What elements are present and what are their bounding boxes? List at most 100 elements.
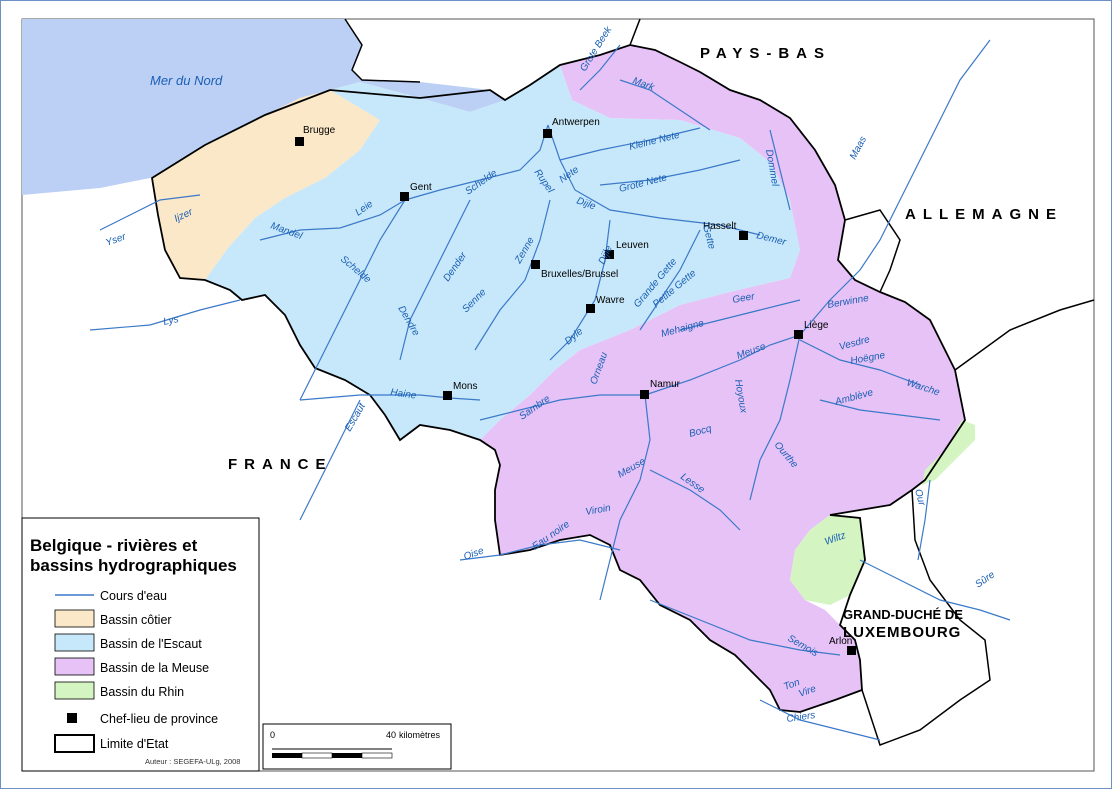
label-river-chiers: Chiers	[786, 710, 816, 725]
label-river-our: Our	[912, 488, 927, 508]
label-germany: ALLEMAGNE	[905, 206, 1063, 223]
city-arlon-square-icon	[847, 646, 856, 655]
legend-item-escaut: Bassin de l'Escaut	[100, 637, 202, 651]
label-namur: Namur	[650, 379, 681, 390]
netherlands-boundary-north	[629, 18, 641, 46]
label-north-sea: Mer du Nord	[150, 73, 223, 88]
river-zenne-senne	[474, 199, 551, 351]
river-yser	[99, 194, 201, 231]
scale-max: 40	[386, 730, 396, 740]
neighbour-boundaries	[344, 18, 1095, 746]
river-escaut-fr	[299, 399, 361, 521]
legend-title-line2: bassins hydrographiques	[30, 556, 237, 575]
legend-credit: Auteur : SEGEFA-ULg, 2008	[145, 757, 240, 766]
river-mehaigne-geer	[679, 299, 801, 331]
swatch-rhin	[54, 681, 95, 700]
meuse-basin-area	[480, 45, 965, 712]
label-liege: Liège	[804, 320, 829, 331]
north-sea-area	[22, 19, 505, 195]
legend-item-meuse: Bassin de la Meuse	[100, 661, 209, 675]
river-grote-nete	[599, 159, 741, 186]
river-schelde-south	[299, 199, 406, 401]
river-chiers	[759, 699, 881, 741]
scale-segment-3	[332, 753, 362, 758]
legend-item-capital: Chef-lieu de province	[100, 712, 218, 726]
river-dender	[399, 199, 471, 361]
label-gent: Gent	[410, 182, 432, 193]
river-meuse-maas	[644, 39, 991, 396]
city-antwerpen-square-icon	[543, 129, 552, 138]
label-river-haine: Haine	[390, 387, 418, 402]
city-bruxelles-square-icon	[531, 260, 540, 269]
swatch-meuse	[54, 657, 95, 676]
river-mandel-leie	[259, 199, 406, 241]
legend-item-coastal: Bassin côtier	[100, 613, 172, 627]
label-arlon: Arlon	[829, 636, 852, 647]
province-capitals	[295, 129, 856, 655]
belgium-state-boundary	[151, 44, 966, 713]
river-ambleve	[819, 399, 941, 421]
scale-segment-2	[301, 752, 333, 759]
rivers-layer	[89, 39, 1011, 741]
river-haine	[299, 394, 481, 401]
city-wavre-square-icon	[586, 304, 595, 313]
rhine-basin-area-wiltz	[790, 515, 865, 605]
coastal-basin-area	[152, 90, 380, 280]
river-ourthe	[749, 334, 801, 501]
scale-unit: kilomètres	[399, 730, 441, 740]
legend-item-boundary: Limite d'Etat	[100, 737, 169, 751]
city-mons-square-icon	[443, 391, 452, 400]
boundary-icon	[54, 734, 95, 753]
label-luxembourg-line1: GRAND-DUCHÉ DE	[843, 607, 963, 622]
river-our	[917, 479, 931, 561]
label-mons: Mons	[453, 381, 477, 392]
river-sure	[859, 559, 1011, 621]
scale-zero: 0	[270, 730, 275, 740]
river-dommel	[769, 129, 791, 211]
city-liege-square-icon	[794, 330, 803, 339]
escaut-basin-area	[205, 65, 800, 440]
river-meuse-south	[599, 394, 651, 601]
river-lys	[89, 299, 241, 331]
city-namur-square-icon	[640, 390, 649, 399]
city-leuven-square-icon	[605, 250, 614, 259]
river-semois	[649, 599, 841, 656]
label-river-lys: Lys	[162, 314, 179, 328]
river-sambre	[479, 394, 645, 421]
label-brugge: Brugge	[303, 125, 336, 136]
germany-east-boundary	[954, 299, 1095, 371]
rhine-basin-area-our	[922, 420, 975, 485]
river-mark	[619, 79, 711, 131]
label-hasselt: Hasselt	[703, 221, 737, 232]
label-river-geer: Geer	[732, 291, 756, 306]
label-river-viroin: Viroin	[585, 503, 612, 518]
river-viroin-oise	[459, 539, 621, 561]
label-france: FRANCE	[228, 456, 333, 473]
river-schelde-north	[404, 124, 549, 201]
city-gent-square-icon	[400, 192, 409, 201]
city-labels: Brugge Antwerpen Gent Hasselt Leuven Bru…	[303, 117, 852, 647]
scale-box	[262, 723, 452, 770]
label-antwerpen: Antwerpen	[552, 117, 600, 128]
legend-item-rhin: Bassin du Rhin	[100, 685, 184, 699]
scale-segment-1	[272, 753, 302, 758]
river-vesdre	[799, 339, 921, 386]
label-river-ton: Ton	[782, 677, 802, 693]
river-dijle-dyle	[549, 219, 611, 361]
netherlands-coast-boundary	[344, 18, 421, 83]
square-icon	[67, 713, 77, 723]
label-luxembourg-line2: LUXEMBOURG	[843, 624, 961, 641]
legend-title-line1: Belgique - rivières et	[30, 536, 198, 555]
luxembourg-boundary	[861, 489, 991, 746]
city-hasselt-square-icon	[739, 231, 748, 240]
germany-boundary	[844, 209, 901, 293]
legend: Belgique - rivières et bassins hydrograp…	[21, 517, 260, 772]
label-bruxelles: Bruxelles/Brussel	[541, 269, 618, 280]
river-grande-gette	[639, 229, 701, 331]
swatch-coastal	[54, 609, 95, 628]
label-leuven: Leuven	[616, 240, 649, 251]
city-brugge-square-icon	[295, 137, 304, 146]
river-grote-beek	[579, 44, 621, 91]
swatch-escaut	[54, 633, 95, 652]
